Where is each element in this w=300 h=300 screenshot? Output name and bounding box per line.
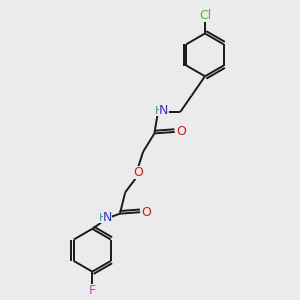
- Text: Cl: Cl: [200, 9, 212, 22]
- Text: O: O: [142, 206, 152, 219]
- Text: H: H: [155, 106, 163, 116]
- Text: H: H: [98, 212, 107, 223]
- Text: N: N: [103, 211, 112, 224]
- Text: O: O: [133, 166, 143, 178]
- Text: N: N: [159, 104, 169, 117]
- Text: O: O: [176, 125, 186, 138]
- Text: F: F: [89, 284, 96, 297]
